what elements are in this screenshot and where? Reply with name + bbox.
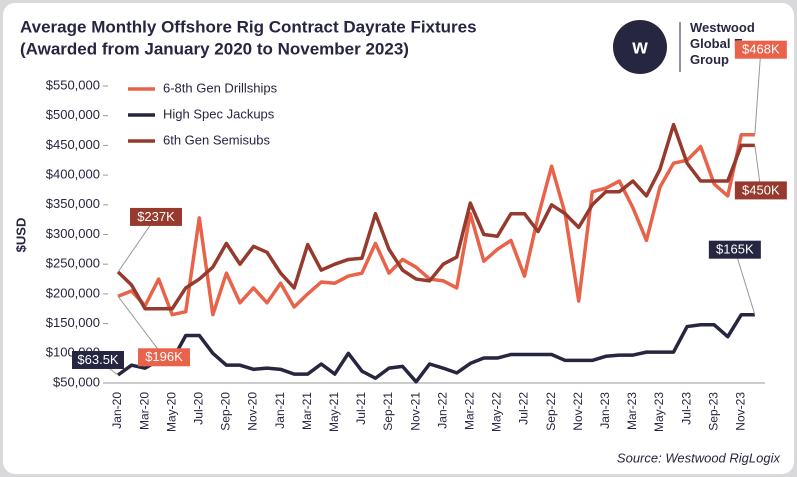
x-tick-label: Mar-20 [137, 392, 151, 430]
x-tick-label: Nov-23 [733, 392, 747, 431]
y-tick-label: $250,000 [46, 256, 100, 271]
value-label: $196K [145, 349, 183, 364]
card [3, 3, 794, 474]
y-tick-label: $200,000 [46, 285, 100, 300]
x-tick-label: Nov-21 [408, 392, 422, 431]
value-label: $468K [742, 42, 780, 57]
legend-label: 6-8th Gen Drillships [163, 80, 278, 95]
x-tick-label: Sep-23 [706, 392, 720, 431]
value-label: $237K [137, 209, 175, 224]
x-tick-label: May-21 [327, 392, 341, 432]
x-tick-label: May-22 [490, 392, 504, 432]
label-connector [117, 295, 165, 358]
label-connector [734, 249, 756, 315]
source: Source: Westwood RigLogix [617, 450, 781, 465]
value-label-box [734, 181, 787, 200]
x-tick-label: Mar-21 [300, 392, 314, 430]
x-tick-label: Mar-22 [462, 392, 476, 430]
value-label-box [130, 207, 182, 226]
x-tick-label: Sep-20 [219, 392, 233, 431]
chart-subtitle: (Awarded from January 2020 to November 2… [20, 39, 409, 58]
logo-mark: w [631, 36, 648, 58]
series-line [117, 132, 755, 317]
value-label: $165K [716, 242, 754, 257]
value-label: $450K [742, 182, 780, 197]
y-tick-label: $150,000 [46, 315, 100, 330]
value-label: $63.5K [77, 352, 119, 367]
x-tick-label: Jul-22 [517, 392, 531, 425]
y-tick-label: $550,000 [46, 77, 100, 92]
x-tick-label: Jan-22 [435, 392, 449, 429]
x-tick-label: Jul-21 [354, 392, 368, 425]
y-axis-label: $USD [13, 218, 28, 253]
chart-title: Average Monthly Offshore Rig Contract Da… [20, 17, 477, 36]
series-line [116, 312, 755, 384]
x-tick-label: Sep-21 [381, 392, 395, 431]
value-label-box [138, 348, 190, 367]
legend-label: 6th Gen Semisubs [163, 132, 270, 147]
y-tick-label: $500,000 [46, 107, 100, 122]
logo-text: Westwood Global Energy Group [690, 20, 779, 67]
y-tick-label: $350,000 [46, 196, 100, 211]
value-label-box [734, 40, 787, 59]
legend-label: High Spec Jackups [163, 106, 275, 121]
x-tick-label: Jul-20 [191, 392, 205, 425]
x-tick-label: Sep-22 [544, 392, 558, 431]
x-tick-label: Nov-20 [246, 392, 260, 431]
x-tick-label: May-20 [164, 392, 178, 432]
y-tick-label: $450,000 [46, 137, 100, 152]
logo [613, 20, 667, 74]
value-label-box [72, 350, 124, 369]
label-connector [117, 216, 157, 273]
y-tick-label: $400,000 [46, 167, 100, 182]
x-tick-label: Mar-23 [625, 392, 639, 430]
label-connector [754, 49, 762, 135]
y-tick-label: $300,000 [46, 226, 100, 241]
y-tick-label: $50,000 [53, 374, 100, 389]
x-tick-label: Nov-22 [571, 392, 585, 431]
x-tick-label: Jan-23 [598, 392, 612, 429]
series-line [116, 122, 755, 311]
x-tick-label: Jan-21 [273, 392, 287, 429]
x-tick-label: Jul-23 [679, 392, 693, 425]
x-tick-label: Jan-20 [110, 392, 124, 429]
logo-text-box: Westwood Global Energy Group [690, 20, 779, 67]
x-tick-label: May-23 [652, 392, 666, 432]
value-label-box [708, 240, 761, 259]
